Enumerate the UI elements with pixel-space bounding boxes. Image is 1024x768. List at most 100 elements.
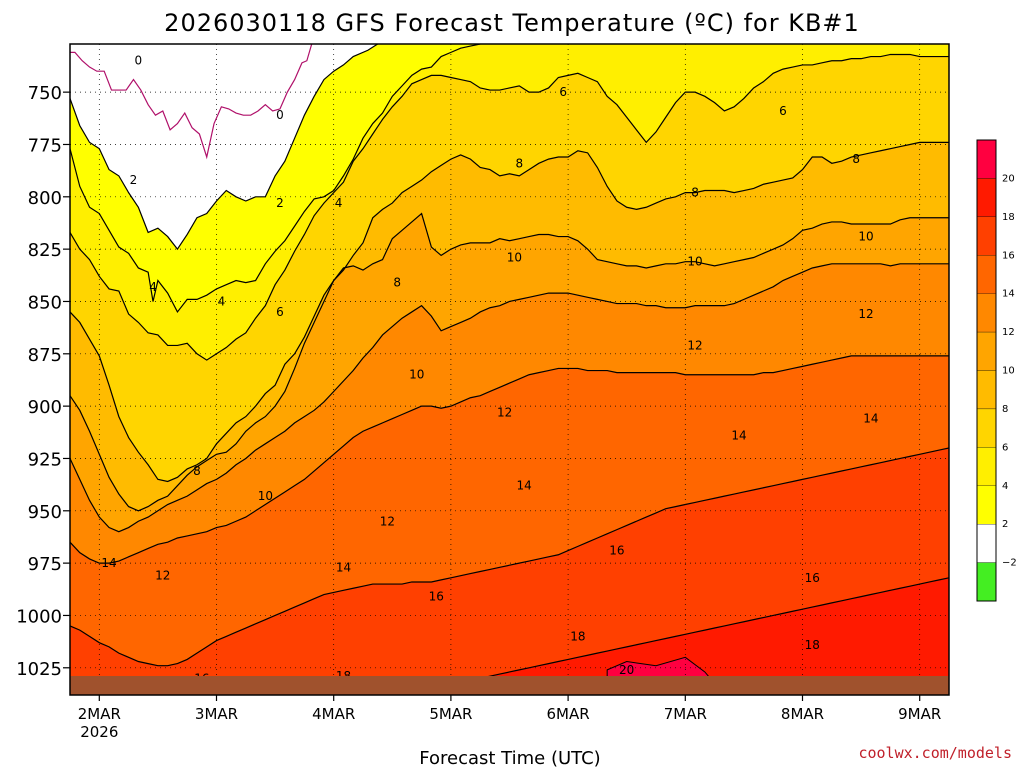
contour-label-0: 0 xyxy=(276,108,284,122)
contour-label-14: 14 xyxy=(863,412,878,426)
y-tick-label-975: 975 xyxy=(28,554,62,575)
contour-label-14: 14 xyxy=(336,560,351,574)
contour-label-18: 18 xyxy=(570,629,585,643)
colorbar-label-6: 8 xyxy=(1002,404,1008,415)
y-tick-label-925: 925 xyxy=(28,449,62,470)
contour-label-12: 12 xyxy=(380,514,395,528)
colorbar-swatch xyxy=(976,255,997,294)
y-tick-label-1000: 1000 xyxy=(16,606,62,627)
colorbar-label-1: 18 xyxy=(1002,212,1015,223)
contour-label-10: 10 xyxy=(687,255,702,269)
contour-0 xyxy=(70,44,313,160)
contour-label-10: 10 xyxy=(258,489,273,503)
contour-label-8: 8 xyxy=(393,276,401,290)
contour-label-18: 18 xyxy=(805,638,820,652)
contour-label-4: 4 xyxy=(149,280,157,294)
colorbar-label-3: 14 xyxy=(1002,289,1015,300)
colorbar-swatch xyxy=(976,485,997,525)
colorbar-label-0: 20 xyxy=(1002,173,1015,184)
contour-14 xyxy=(70,355,949,564)
ground-surface xyxy=(70,676,949,695)
contour-label-12: 12 xyxy=(497,405,512,419)
contour-label-14: 14 xyxy=(101,556,116,570)
contour-10 xyxy=(70,212,949,512)
credit-text: coolwx.com/models xyxy=(858,744,1012,762)
contour-label-20: 20 xyxy=(619,663,634,677)
contour-label-14: 14 xyxy=(731,428,746,442)
colorbar-swatch xyxy=(976,562,997,602)
colorbar-label-10: −2 xyxy=(1002,558,1017,569)
colorbar-swatch xyxy=(976,178,997,217)
contour-label-12: 12 xyxy=(155,569,170,583)
grid-lines xyxy=(70,44,949,695)
x-tick-label-7MAR: 7MAR xyxy=(664,705,707,723)
colorbar-swatch xyxy=(976,293,997,333)
x-tick-label-4MAR: 4MAR xyxy=(312,705,355,723)
contour-label-12: 12 xyxy=(858,307,873,321)
contour-label-10: 10 xyxy=(858,230,873,244)
x-tick-label-6MAR: 6MAR xyxy=(547,705,590,723)
contour-label-6: 6 xyxy=(276,305,284,319)
contour-label-8: 8 xyxy=(691,186,699,200)
contour-label-16: 16 xyxy=(805,571,820,585)
contour-label-2: 2 xyxy=(276,196,284,210)
y-tick-label-950: 950 xyxy=(28,502,62,523)
contour-16 xyxy=(70,447,949,667)
contour-label-10: 10 xyxy=(507,251,522,265)
colorbar-label-7: 6 xyxy=(1002,442,1008,453)
y-axis: 750 775 800 825 850 875 900 925 950 975 1000 1025 xyxy=(16,83,70,680)
x-tick-label-8MAR: 8MAR xyxy=(781,705,824,723)
band-18 xyxy=(70,577,949,695)
colorbar-swatch xyxy=(976,524,997,563)
colorbar-label-9: 2 xyxy=(1002,519,1008,530)
chart-title: 2026030118 GFS Forecast Temperature (ºC)… xyxy=(164,9,860,37)
colorbar-frame xyxy=(976,139,997,602)
contour-8 xyxy=(70,141,949,483)
contour-12 xyxy=(70,263,949,533)
contour-4 xyxy=(70,44,481,314)
y-tick-label-900: 900 xyxy=(28,397,62,418)
contour-lines xyxy=(70,44,949,695)
contour-label-4: 4 xyxy=(335,196,343,210)
colorbar-swatch xyxy=(976,370,997,410)
colorbar-label-2: 16 xyxy=(1002,250,1015,261)
x-tick-label-5MAR: 5MAR xyxy=(429,705,472,723)
y-tick-label-775: 775 xyxy=(28,135,62,156)
plot-area: 0 0 2 2 4 4 4 6 6 6 8 8 8 8 8 10 10 10 10 10 12 12 12 12 12 14 14 1… xyxy=(70,44,949,695)
contour-label-2: 2 xyxy=(130,173,138,187)
contour-label-0: 0 xyxy=(135,54,143,68)
y-tick-label-1025: 1025 xyxy=(16,659,62,680)
contour-labels: 0 0 2 2 4 4 4 6 6 6 8 8 8 8 8 10 10 10 10 10 12 12 12 12 12 14 14 1… xyxy=(101,54,878,686)
y-tick-label-750: 750 xyxy=(28,83,62,104)
y-tick-label-850: 850 xyxy=(28,292,62,313)
plot-frame xyxy=(69,43,950,696)
y-tick-label-800: 800 xyxy=(28,188,62,209)
contour-label-6: 6 xyxy=(779,104,787,118)
y-tick-label-825: 825 xyxy=(28,240,62,261)
colorbar-label-4: 12 xyxy=(1002,327,1015,338)
x-tick-sublabel: 2026 xyxy=(80,723,118,741)
x-tick-label-2MAR: 2MAR xyxy=(78,705,121,723)
contour-label-12: 12 xyxy=(687,338,702,352)
contour-label-6: 6 xyxy=(559,85,567,99)
contour-2 xyxy=(70,44,378,251)
contour-18 xyxy=(70,577,949,695)
temperature-bands xyxy=(70,44,949,695)
contour-6 xyxy=(70,53,949,361)
contour-label-8: 8 xyxy=(193,464,201,478)
x-tick-label-9MAR: 9MAR xyxy=(898,705,941,723)
colorbar-swatch xyxy=(976,447,997,486)
x-axis-label: Forecast Time (UTC) xyxy=(419,748,600,768)
x-tick-label-3MAR: 3MAR xyxy=(195,705,238,723)
contour-label-16: 16 xyxy=(429,590,444,604)
contour-label-14: 14 xyxy=(517,479,532,493)
colorbar-swatch xyxy=(976,216,997,256)
contour-label-4: 4 xyxy=(218,294,226,308)
colorbar-swatch xyxy=(976,139,997,179)
colorbar-swatch xyxy=(976,331,997,371)
colorbar-swatch xyxy=(976,408,997,448)
contour-label-10: 10 xyxy=(409,368,424,382)
colorbar-label-5: 10 xyxy=(1002,366,1015,377)
